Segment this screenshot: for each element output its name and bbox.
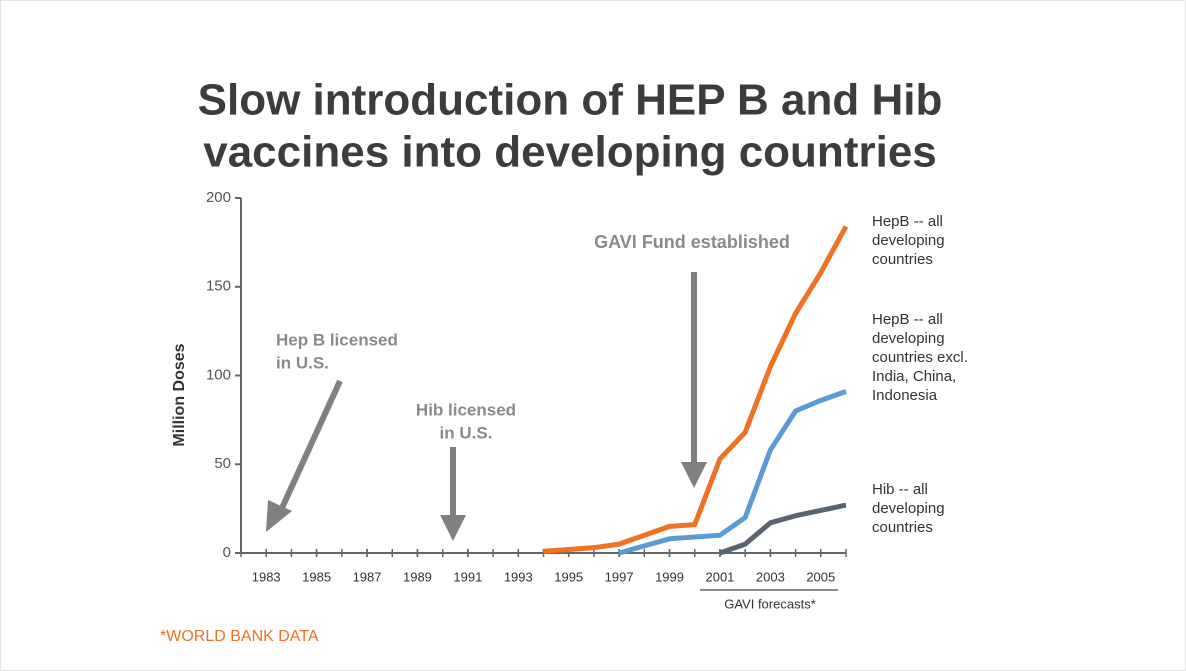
y-tick-label: 50 bbox=[214, 455, 231, 472]
x-tick-label: 2005 bbox=[806, 569, 835, 584]
source-note: *WORLD BANK DATA bbox=[160, 628, 319, 645]
x-tick-label: 1983 bbox=[252, 569, 281, 584]
series-line bbox=[543, 225, 849, 554]
y-tick-label: 0 bbox=[223, 544, 231, 561]
arrow-head bbox=[266, 500, 292, 532]
y-tick-label: 150 bbox=[206, 278, 231, 295]
x-tick-label: 1989 bbox=[403, 569, 432, 584]
arrow-head bbox=[440, 515, 466, 541]
x-tick-label: 1987 bbox=[353, 569, 382, 584]
series-label: HepB -- all developing countries bbox=[872, 213, 945, 268]
chart-title: vaccines into developing countries bbox=[203, 128, 937, 177]
annotation: Hep B licensed bbox=[276, 330, 398, 349]
arrows bbox=[266, 272, 707, 541]
y-axis-label: Million Doses bbox=[171, 343, 188, 446]
series-label: Hib -- all developing countries bbox=[872, 481, 945, 536]
arrow-head bbox=[681, 462, 707, 488]
annotation: Hib licensed bbox=[416, 400, 516, 419]
x-tick-label: 1999 bbox=[655, 569, 684, 584]
annotation: in U.S. bbox=[440, 423, 493, 442]
y-tick-label: 100 bbox=[206, 366, 231, 383]
x-tick-label: 1991 bbox=[453, 569, 482, 584]
annotation: in U.S. bbox=[276, 353, 329, 372]
series-line bbox=[618, 389, 847, 556]
y-tick-label: 200 bbox=[206, 189, 231, 206]
x-tick-label: 2003 bbox=[756, 569, 785, 584]
forecast-label: GAVI forecasts* bbox=[724, 596, 816, 611]
annotation: GAVI Fund established bbox=[594, 232, 790, 252]
x-tick-label: 2001 bbox=[705, 569, 734, 584]
x-tick-label: 1995 bbox=[554, 569, 583, 584]
series-label: HepB -- all developing countries excl. I… bbox=[872, 311, 968, 404]
x-tick-label: 1993 bbox=[504, 569, 533, 584]
chart-title: Slow introduction of HEP B and Hib bbox=[198, 76, 943, 125]
series-line bbox=[719, 502, 847, 556]
x-tick-label: 1985 bbox=[302, 569, 331, 584]
x-tick-label: 1997 bbox=[605, 569, 634, 584]
arrow bbox=[279, 379, 343, 510]
